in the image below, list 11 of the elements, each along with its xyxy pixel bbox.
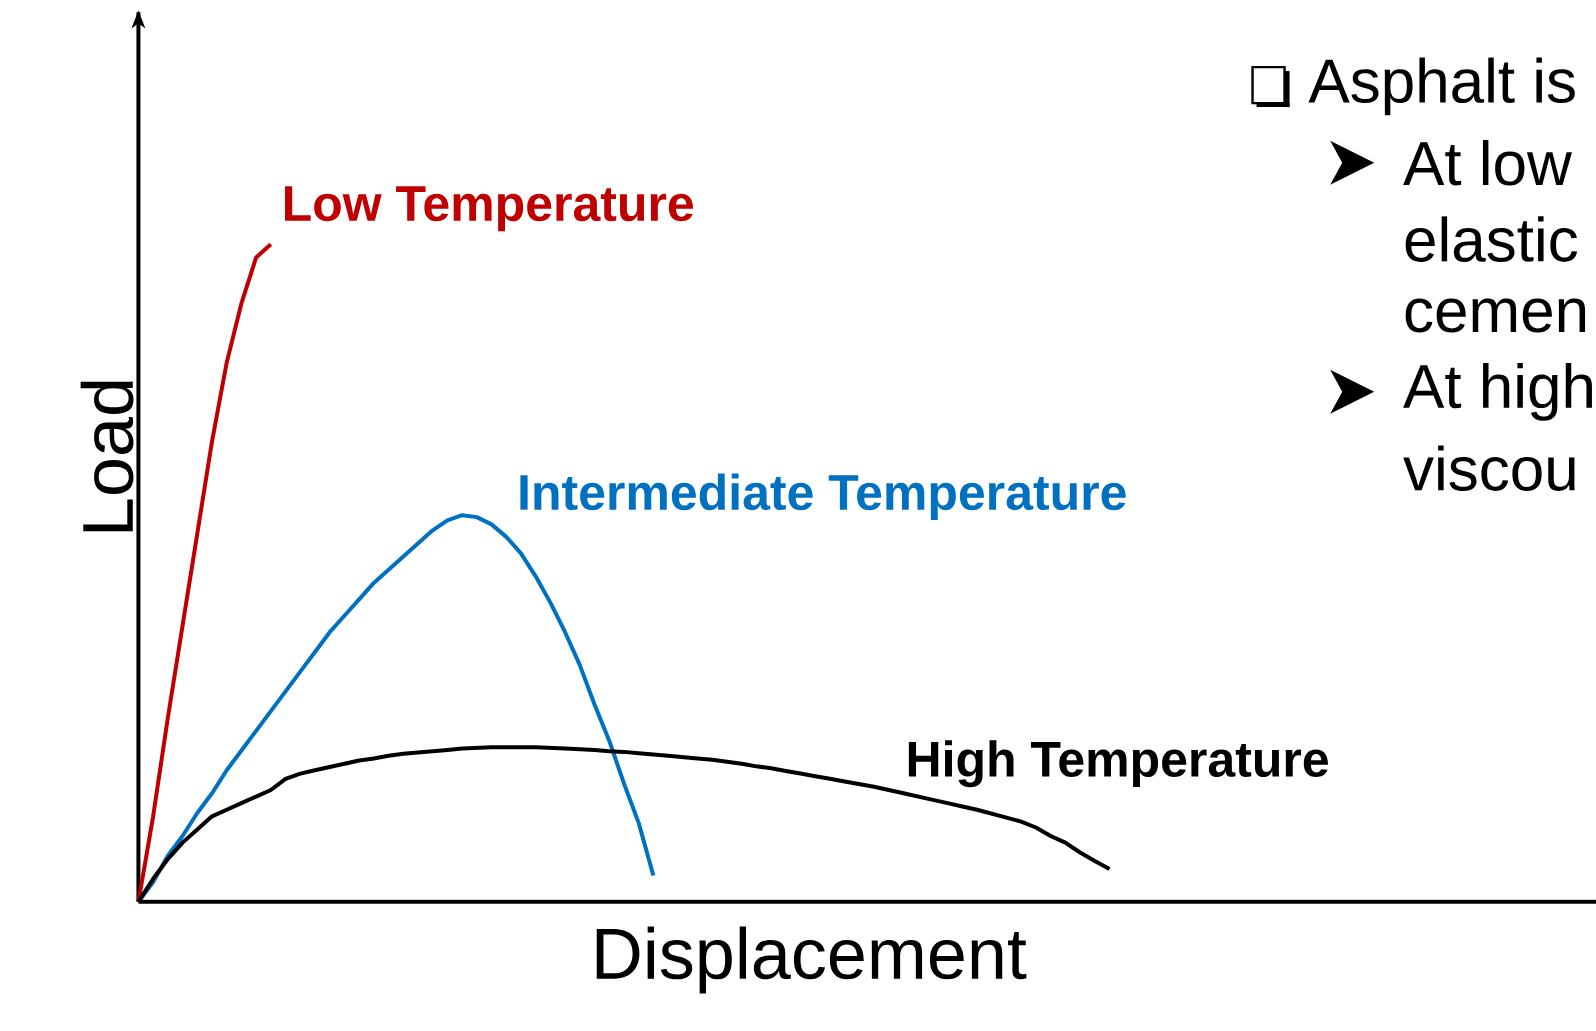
- text: Asphalt is: [1308, 57, 1575, 116]
- text: viscou: [1403, 445, 1575, 491]
- x-axis-title: Displacement: [596, 926, 1027, 994]
- text: cemen: [1405, 298, 1586, 333]
- series-label: Low Temperature: [285, 186, 694, 232]
- text: elastic: [1405, 216, 1578, 262]
- text: At high: [1403, 362, 1592, 421]
- y-axis-title: Load: [80, 381, 134, 532]
- series-label: Intermediate Temperature: [520, 473, 1126, 521]
- text: At low: [1403, 140, 1572, 186]
- series-label: High Temperature: [908, 740, 1328, 788]
